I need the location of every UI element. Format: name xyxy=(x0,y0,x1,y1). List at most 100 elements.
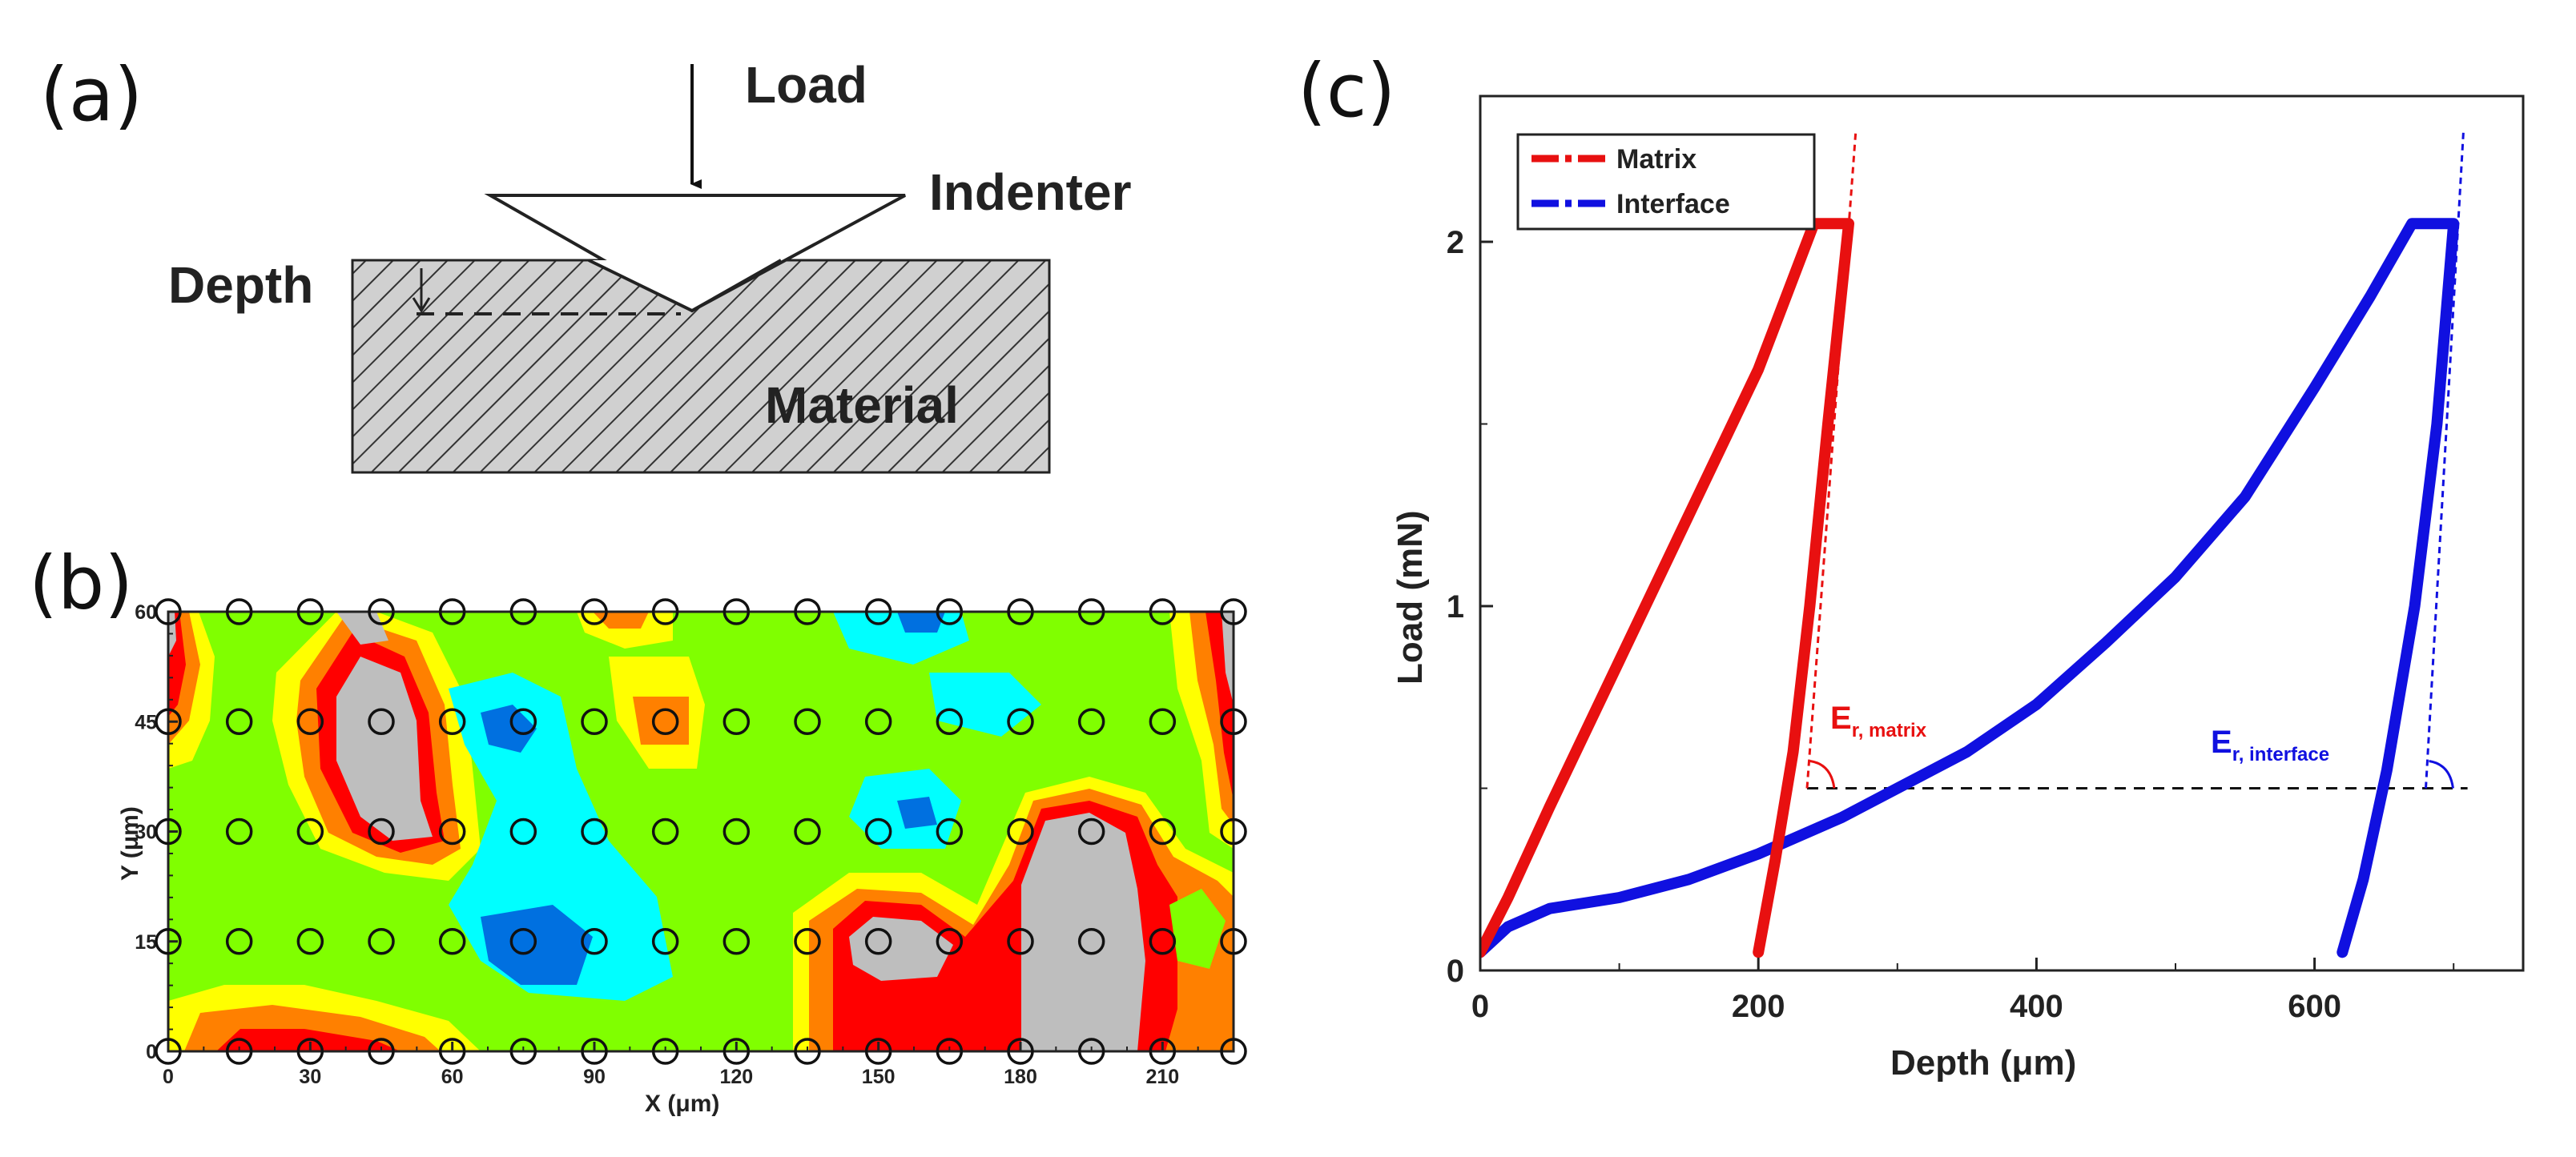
indent-point xyxy=(509,928,537,955)
indent-point xyxy=(368,708,395,735)
map-y-tick-label: 60 xyxy=(135,601,157,624)
indent-point xyxy=(722,598,751,625)
indent-point xyxy=(864,818,892,846)
indent-point xyxy=(296,1038,324,1065)
indent-point xyxy=(1220,598,1247,625)
indent-point xyxy=(438,598,466,625)
contour-region-blue xyxy=(897,612,945,633)
contour-region-cyan xyxy=(929,673,1041,737)
depth-arrow-head xyxy=(412,297,431,313)
indent-point xyxy=(1149,598,1177,625)
indent-point xyxy=(155,598,182,625)
map-x-tick-label: 210 xyxy=(1145,1066,1179,1088)
map-y-tick-label: 0 xyxy=(146,1041,157,1063)
map-x-tick-label: 150 xyxy=(862,1066,896,1088)
indent-point xyxy=(1007,818,1034,846)
plot-x-tick-label: 200 xyxy=(1732,989,1785,1024)
interface-modulus-subscript: r, interface xyxy=(2232,744,2329,765)
indent-point xyxy=(1220,818,1247,846)
indent-point xyxy=(1077,818,1105,846)
indent-point xyxy=(722,708,751,735)
contour-region-gray xyxy=(336,612,388,645)
indent-point xyxy=(794,1038,821,1065)
indent-cavity xyxy=(589,260,781,311)
load-label: Load xyxy=(745,56,867,114)
indent-point xyxy=(368,928,395,955)
chart-legend: Matrix Interface xyxy=(1516,133,1816,231)
indent-point xyxy=(581,708,608,735)
indent-point xyxy=(794,818,821,846)
indent-point xyxy=(936,708,964,735)
indenter-label: Indenter xyxy=(929,163,1131,221)
contour-map: 0 30 60 90 120 150 180 210 0 15 30 45 60 X (μm) Y (μ… xyxy=(117,598,1247,1117)
map-y-tick-label: 15 xyxy=(135,931,157,954)
legend-label-interface: Interface xyxy=(1616,189,1730,219)
indent-point xyxy=(722,818,751,846)
interface-series-line xyxy=(1480,218,2460,958)
indent-point xyxy=(368,598,395,625)
map-x-tick-label: 120 xyxy=(719,1066,753,1088)
map-x-tick-label: 90 xyxy=(583,1066,606,1088)
map-x-tick-label: 180 xyxy=(1004,1066,1037,1088)
indent-point xyxy=(1149,708,1177,735)
map-x-tick-label: 30 xyxy=(299,1066,321,1088)
indent-point xyxy=(794,928,821,955)
indent-point xyxy=(1220,1038,1247,1065)
indent-point xyxy=(1007,1038,1034,1065)
plot-area xyxy=(1480,132,2468,958)
indent-point xyxy=(936,818,964,846)
indent-point xyxy=(225,708,253,735)
material-label: Material xyxy=(765,376,959,434)
plot-x-tick-label: 400 xyxy=(2010,989,2063,1024)
indent-point xyxy=(651,708,679,735)
legend-box xyxy=(1516,133,1816,231)
interface-tangent-line xyxy=(2425,132,2465,789)
contour-region-gray xyxy=(1222,612,1234,705)
indent-point xyxy=(155,1038,182,1065)
indent-point xyxy=(651,1038,679,1065)
indent-profile xyxy=(588,259,782,313)
plot-x-axis-label: Depth (μm) xyxy=(1890,1043,2076,1083)
map-axis-ticks: 0 30 60 90 120 150 180 210 0 15 30 45 60 xyxy=(135,601,1234,1088)
indent-point xyxy=(722,1038,751,1065)
contour-region-blue xyxy=(897,797,937,829)
plot-y-tick-label: 0 xyxy=(1447,954,1464,989)
map-x-tick-label: 60 xyxy=(441,1066,464,1088)
indent-point xyxy=(509,708,537,735)
indent-point xyxy=(936,928,964,955)
indent-point xyxy=(1077,928,1105,955)
indent-point xyxy=(864,928,892,955)
contour-region-gray xyxy=(336,657,433,841)
legend-label-matrix: Matrix xyxy=(1616,144,1697,175)
interface-angle-arc xyxy=(2429,760,2454,789)
map-x-tick-label: 0 xyxy=(163,1066,174,1088)
indent-point xyxy=(1007,708,1034,735)
indent-point xyxy=(1149,818,1177,846)
plot-x-tick-label: 0 xyxy=(1471,989,1489,1024)
matrix-modulus-symbol: E xyxy=(1830,701,1852,736)
contour-region-green xyxy=(1169,889,1226,969)
indent-point xyxy=(864,1038,892,1065)
indentation-diagram: Load Indenter Depth Material xyxy=(168,56,1131,474)
indent-point xyxy=(225,928,253,955)
indent-point xyxy=(794,598,821,625)
contour-region-blue xyxy=(481,705,537,753)
indent-grid xyxy=(155,598,1247,1065)
contour-region-blue xyxy=(481,905,593,985)
plot-y-tick-label: 1 xyxy=(1447,589,1464,625)
indent-point xyxy=(581,818,608,846)
matrix-modulus-subscript: r, matrix xyxy=(1852,720,1927,741)
map-y-axis-label: Y (μm) xyxy=(117,806,143,881)
indent-point xyxy=(1149,1038,1177,1065)
indent-point xyxy=(936,598,964,625)
map-y-tick-label: 30 xyxy=(135,822,157,844)
indent-point xyxy=(1077,708,1105,735)
plot-y-tick-label: 2 xyxy=(1447,225,1464,260)
indent-point xyxy=(296,818,324,846)
indent-point xyxy=(1149,928,1177,955)
plot-frame xyxy=(1479,94,2525,972)
indent-point xyxy=(581,928,608,955)
interface-modulus-symbol: E xyxy=(2211,725,2232,760)
matrix-angle-arc xyxy=(1809,760,1836,789)
plot-axis-ticks: 0 200 400 600 0 1 2 xyxy=(1447,225,2455,1024)
